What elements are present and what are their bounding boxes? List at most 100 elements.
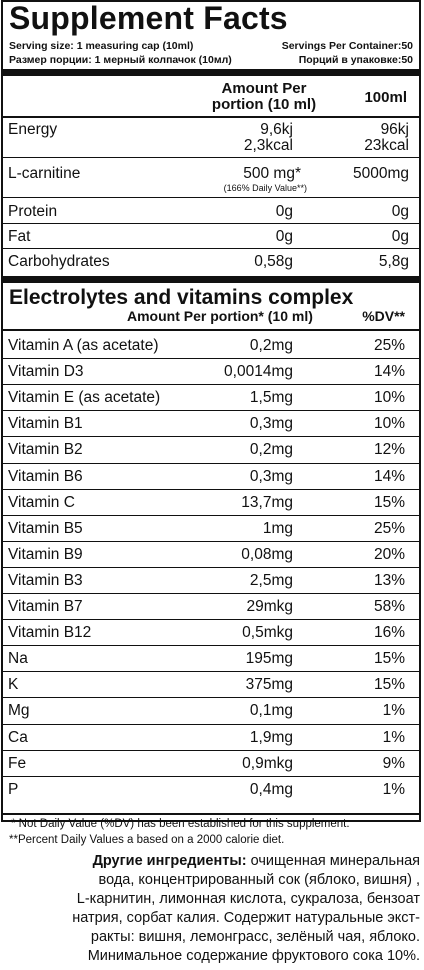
row-divider	[3, 384, 419, 386]
daily-value-note: (166% Daily Value**)	[223, 183, 307, 193]
vitamin-amount: 0,0014mg	[224, 363, 293, 381]
thick-divider	[3, 69, 419, 76]
electrolytes-section-title: Electrolytes and vitamins complex	[9, 286, 354, 309]
row-divider	[3, 436, 419, 438]
servings-per-container-ru: Порций в упаковке:50	[298, 54, 413, 66]
vitamin-dv: 25%	[373, 519, 405, 537]
row-divider	[3, 462, 419, 464]
vitamin-dv: 9%	[382, 754, 405, 772]
row-divider	[3, 645, 419, 647]
row-divider	[3, 197, 419, 198]
electrolytes-amount-header: Amount Per portion* (10 ml)	[127, 308, 313, 324]
vitamin-amount: 195mg	[245, 650, 293, 668]
vitamin-dv: 1%	[382, 702, 405, 720]
servings-per-container-en: Servings Per Container:50	[281, 40, 413, 52]
row-divider	[3, 749, 419, 751]
ingredients-line-5: ракты: вишня, лемонграсс, зелёный чая, я…	[90, 929, 420, 945]
vitamin-amount: 0,2mg	[249, 441, 293, 459]
vitamin-dv: 16%	[373, 624, 405, 642]
vitamin-name: Vitamin A (as acetate)	[8, 337, 159, 354]
row-divider	[3, 775, 419, 777]
vitamin-name: Vitamin B1	[8, 415, 83, 433]
vitamin-amount: 0,1mg	[249, 702, 293, 720]
row-divider	[3, 514, 419, 516]
supplement-facts-panel: Supplement Facts Serving size: 1 measuri…	[1, 0, 421, 830]
vitamin-amount: 2,5mg	[249, 571, 293, 589]
panel-title: Supplement Facts	[9, 0, 288, 36]
vitamin-dv: 20%	[373, 545, 405, 563]
ingredients-line-2: вода, концентрированный сок (яблоко, виш…	[98, 872, 420, 888]
ingredients-line-4: натрия, сорбат калия. Содержит натуральн…	[72, 910, 420, 926]
ingredients-line-3: L-карнитин, лимонная кислота, сукралоза,…	[76, 891, 420, 907]
vitamin-amount: 0,4mg	[249, 780, 293, 798]
vitamin-dv: 13%	[373, 571, 405, 589]
row-divider	[3, 488, 419, 490]
vitamin-amount: 0,5mkg	[242, 624, 293, 642]
row-divider	[3, 223, 419, 224]
vitamin-name: Vitamin B5	[8, 519, 83, 537]
vitamin-dv: 14%	[373, 363, 405, 381]
vitamin-dv: 10%	[373, 389, 405, 407]
vitamin-name: Na	[8, 650, 28, 668]
vitamin-dv: 15%	[373, 650, 405, 668]
vitamin-name: P	[8, 780, 19, 798]
vitamin-name: Vitamin D3	[8, 363, 84, 381]
vitamin-amount: 1,9mg	[249, 728, 293, 746]
vitamin-dv: 1%	[382, 728, 405, 746]
vitamin-amount: 13,7mg	[241, 493, 293, 511]
vitamin-name: Vitamin B2	[8, 441, 83, 459]
row-divider	[3, 671, 419, 673]
vitamin-amount: 0,08mg	[241, 545, 293, 563]
row-divider	[3, 157, 419, 158]
vitamin-name: Vitamin C	[8, 493, 75, 511]
vitamin-dv: 10%	[373, 415, 405, 433]
row-divider	[3, 723, 419, 725]
vitamin-name: Ca	[8, 728, 28, 746]
vitamin-dv: 1%	[382, 780, 405, 798]
header-divider	[3, 116, 419, 118]
vitamin-amount: 375mg	[245, 676, 293, 694]
footnote-2: **Percent Daily Values a based on a 2000…	[9, 834, 285, 846]
vitamin-name: Vitamin B3	[8, 571, 83, 589]
per-100ml-header: 100ml	[364, 89, 407, 106]
vitamin-amount: 29mkg	[246, 598, 293, 615]
vitamin-dv: 12%	[373, 441, 405, 459]
vitamin-dv: 14%	[373, 467, 405, 485]
vitamin-amount: 0,3mg	[249, 467, 293, 485]
electrolytes-header-divider	[3, 329, 419, 331]
row-divider	[3, 540, 419, 542]
vitamin-amount: 0,2mg	[249, 337, 293, 354]
ingredients-line-6: Минимальное содержание фруктового сока 1…	[87, 948, 420, 964]
row-divider	[3, 358, 419, 360]
vitamin-name: Vitamin B6	[8, 467, 83, 485]
row-divider	[3, 619, 419, 621]
row-divider	[3, 697, 419, 699]
vitamin-name: K	[8, 676, 19, 694]
ingredients-heading: Другие ингредиенты:	[92, 853, 247, 869]
vitamin-name: Vitamin B9	[8, 545, 83, 563]
vitamin-name: Vitamin B7	[8, 598, 83, 615]
vitamin-amount: 1,5mg	[249, 389, 293, 407]
row-divider	[3, 593, 419, 594]
ingredients-line-1: Другие ингредиенты: очищенная минеральна…	[92, 853, 420, 869]
vitamin-name: Vitamin E (as acetate)	[8, 389, 161, 407]
vitamin-dv: 58%	[373, 598, 405, 615]
electrolytes-dv-header: %DV**	[362, 308, 405, 324]
vitamin-dv: 25%	[373, 337, 405, 354]
vitamin-dv: 15%	[373, 493, 405, 511]
vitamin-dv: 15%	[373, 676, 405, 694]
row-divider	[3, 410, 419, 412]
row-divider	[3, 566, 419, 568]
footnote-divider	[3, 813, 419, 815]
ingredients-text: Другие ингредиенты: очищенная минеральна…	[6, 852, 420, 966]
serving-size-ru: Размер порции: 1 мерный колпачок (10мл)	[9, 54, 232, 66]
row-divider	[3, 248, 419, 249]
vitamin-name: Mg	[8, 702, 30, 720]
vitamin-name: Vitamin B12	[8, 624, 92, 642]
thick-divider	[3, 276, 419, 283]
footnote-1: * Not Daily Value (%DV) has been establi…	[11, 818, 350, 830]
vitamin-amount: 0,9mkg	[242, 754, 293, 772]
vitamin-amount: 1mg	[262, 519, 293, 537]
vitamin-amount: 0,3mg	[249, 415, 293, 433]
serving-size-en: Serving size: 1 measuring cap (10ml)	[9, 40, 194, 52]
